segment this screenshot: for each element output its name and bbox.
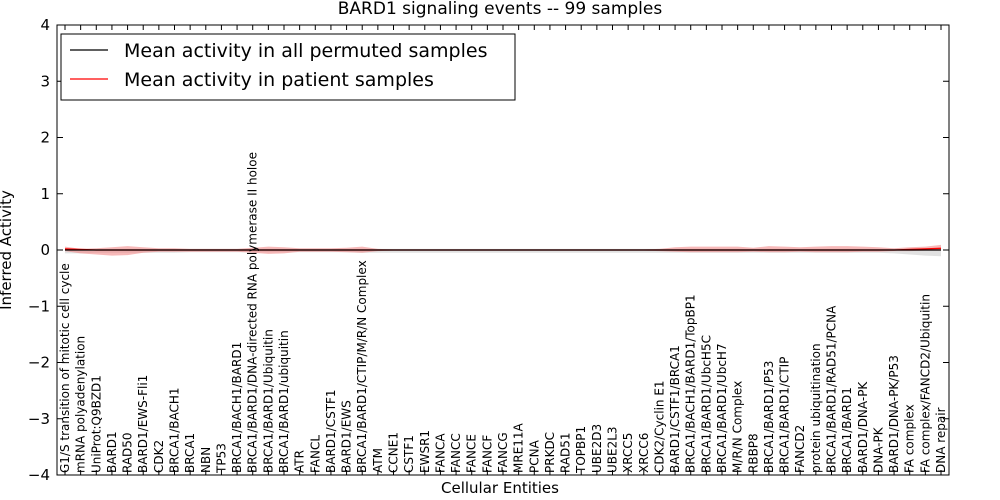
x-category-label: BRCA1/BARD1/UbcH7 [715, 343, 729, 473]
x-axis [64, 25, 942, 475]
x-category-label: TP53 [214, 443, 228, 474]
y-tick-label: 4 [40, 16, 50, 34]
x-category-label: NBN [199, 447, 213, 473]
legend: Mean activity in all permuted samples Me… [60, 33, 516, 101]
x-category-label: DNA repair [934, 407, 948, 473]
series-lines [64, 247, 942, 251]
y-tick-label: 1 [40, 185, 50, 203]
x-category-label: MRE11A [512, 422, 526, 473]
x-category-label: UBE2D3 [590, 424, 604, 473]
x-category-label: BRCA1/BARD1/CTIP/M/R/N Complex [355, 260, 369, 473]
x-category-label: UniProt:Q9BZD1 [89, 375, 103, 473]
x-category-label: FANCD2 [793, 425, 807, 473]
x-category-label: BARD1/EWS [340, 400, 354, 473]
x-category-label: BRCA1/BARD1/CTIP [778, 357, 792, 473]
x-category-label: BRCA1/BACH1 [168, 387, 182, 473]
x-category-label: BARD1/DNA-PK/P53 [887, 355, 901, 473]
x-category-label: FANCG [496, 432, 510, 473]
y-tick-label: 2 [40, 129, 50, 147]
x-category-label: BRCA1/BARD1/UbcH5C [699, 335, 713, 473]
x-category-label: FANCL [308, 435, 322, 473]
x-category-label: BARD1/CSTF1/BRCA1 [668, 345, 682, 473]
x-category-label: FANCE [465, 434, 479, 473]
x-category-label: protein ubiquitination [809, 343, 823, 473]
x-category-label: BRCA1/BARD1/RAD51/PCNA [825, 305, 839, 473]
x-category-label: BARD1/CSTF1 [324, 389, 338, 473]
x-category-label: BARD1 [105, 431, 119, 473]
x-category-label: BRCA1/BARD1/P53 [762, 361, 776, 473]
y-tick-label: 3 [40, 72, 50, 90]
x-category-label: BRCA1/BARD1 [840, 387, 854, 473]
x-category-label: XRCC6 [637, 433, 651, 473]
y-tick-label: −4 [28, 466, 50, 484]
y-tick-label: −2 [28, 354, 50, 372]
y-axis-label: Inferred Activity [0, 190, 15, 310]
x-category-label: ATM [371, 448, 385, 473]
x-category-label: BRCA1/BACH1/BARD1/TopBP1 [684, 294, 698, 473]
category-labels: G1/S transition of mitotic cell cycle mRN… [58, 152, 948, 474]
x-category-label: RAD51 [559, 432, 573, 473]
x-category-label: mRNA polyadenylation [74, 336, 88, 473]
x-category-label: CDK2 [152, 440, 166, 473]
x-category-label: BRCA1/BACH1/BARD1 [230, 342, 244, 473]
x-category-label: PCNA [527, 439, 541, 473]
x-category-label: BRCA1 [183, 433, 197, 473]
x-category-label: CSTF1 [402, 435, 416, 473]
x-category-label: BRCA1/BARD1/DNA-directed RNA polymerase … [246, 152, 260, 473]
x-category-label: TOPBP1 [574, 426, 588, 474]
x-category-label: BRCA1/BARD1/ubiquitin [277, 330, 291, 473]
y-tick-label: −1 [28, 297, 50, 315]
x-category-label: RAD50 [121, 432, 135, 473]
x-category-label: M/R/N Complex [731, 381, 745, 473]
x-category-label: CDK2/Cyclin E1 [652, 380, 666, 473]
x-category-label: DNA-PK [871, 426, 885, 473]
x-axis-label: Cellular Entities [441, 479, 559, 497]
x-category-label: ATR [293, 450, 307, 473]
x-category-label: FA complex/FANCD2/Ubiquitin [918, 294, 932, 473]
x-category-label: PRKDC [543, 432, 557, 473]
x-category-label: BRCA1/BARD1/Ubiquitin [261, 329, 275, 473]
x-category-label: CCNE1 [387, 432, 401, 473]
x-category-label: FANCA [433, 433, 447, 473]
x-category-label: FANCC [449, 433, 463, 473]
x-category-label: FA complex [903, 404, 917, 473]
legend-label-patient: Mean activity in patient samples [124, 69, 434, 91]
y-tick-label: 0 [40, 241, 50, 259]
x-category-label: G1/S transition of mitotic cell cycle [58, 263, 72, 473]
x-category-label: EWSR1 [418, 430, 432, 473]
y-axis: −4 −3 −2 −1 0 1 2 3 4 [28, 16, 949, 484]
legend-label-permuted: Mean activity in all permuted samples [124, 40, 487, 62]
x-category-label: UBE2L3 [606, 426, 620, 473]
x-category-label: FANCF [480, 435, 494, 473]
x-category-label: BARD1/EWS-Fli1 [136, 375, 150, 473]
x-category-label: RBBP8 [746, 433, 760, 473]
legend-box [60, 33, 516, 101]
x-category-label: BARD1/DNA-PK [856, 381, 870, 473]
y-tick-label: −3 [28, 410, 50, 428]
chart-title: BARD1 signaling events -- 99 samples [338, 0, 663, 19]
x-category-label: XRCC5 [621, 433, 635, 473]
